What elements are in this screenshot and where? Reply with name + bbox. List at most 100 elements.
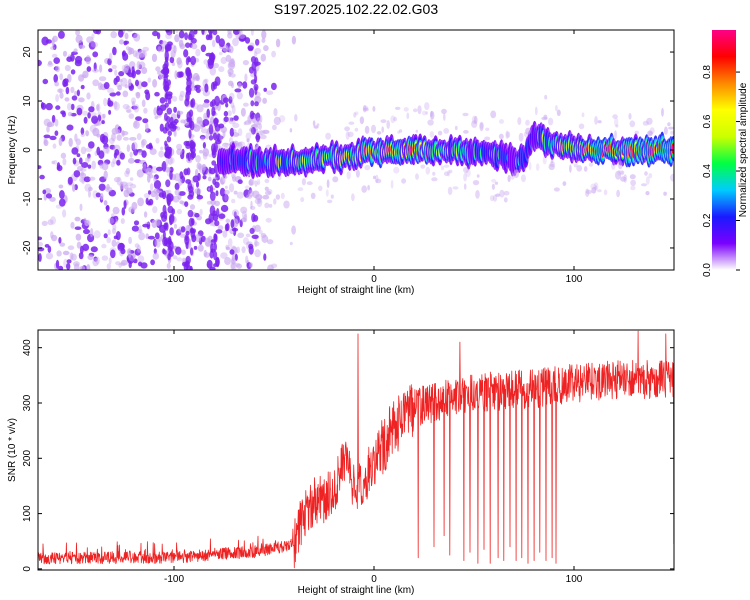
spectrogram-noise-streak (163, 67, 170, 76)
spectrogram-noise-blob (154, 232, 160, 240)
spectrogram-noise-blob (209, 116, 215, 125)
spectrogram-noise-blob (96, 133, 101, 138)
spectrogram-noise-blob (127, 157, 135, 164)
spectrogram-noise-blob (219, 187, 226, 197)
spectrogram-noise-blob (199, 208, 203, 216)
spectrogram-noise-streak (185, 143, 191, 149)
spectrogram-noise-blob (121, 131, 129, 136)
spectrogram-noise-blob (245, 255, 249, 264)
spectrogram-halo-blob (327, 199, 333, 204)
spectrogram-noise-blob (109, 92, 117, 97)
spectrogram-halo-blob (415, 173, 419, 180)
spectrogram-noise-blob (134, 243, 140, 249)
spectrogram-noise-streak (184, 260, 190, 268)
spectrogram-noise-blob (194, 188, 202, 195)
spectrogram-halo-blob (318, 185, 323, 192)
spectrogram-noise-blob (254, 180, 258, 187)
spectrogram-noise-blob (230, 73, 236, 78)
spectrogram-noise-blob (119, 39, 124, 45)
spectrogram-noise-blob (99, 64, 103, 73)
spectrogram-halo-blob (249, 126, 254, 135)
spectrogram-noise-blob (69, 252, 74, 261)
spectrogram-halo-blob (495, 193, 501, 197)
spectrogram-noise-blob (111, 228, 117, 234)
spectrogram-noise-blob (78, 97, 85, 103)
spectrogram-halo-blob (355, 169, 360, 178)
spectrogram-noise-blob (149, 183, 154, 191)
spectrogram-noise-blob (218, 38, 225, 48)
spectrogram-halo-blob (583, 166, 588, 172)
spectrogram-noise-streak (208, 34, 213, 41)
spectrogram-noise-streak (190, 227, 194, 233)
spectrogram-noise-streak (211, 143, 216, 154)
spectrogram-noise-blob (122, 103, 130, 110)
spectrogram-halo-blob (283, 200, 290, 209)
spectrogram-noise-blob (200, 44, 207, 53)
spectrogram-noise-blob (237, 82, 242, 89)
spectrogram-noise-blob (102, 146, 109, 154)
spectrogram-noise-streak (187, 152, 191, 162)
spectrogram-noise-blob (100, 193, 104, 201)
spectrogram-noise-blob (106, 237, 111, 244)
spectrogram-noise-blob (55, 65, 60, 73)
spectrogram-halo-blob (597, 189, 602, 193)
spectrogram-noise-blob (178, 191, 186, 196)
spectrogram-noise-blob (174, 70, 178, 80)
spectrogram-halo-blob (630, 185, 636, 191)
spectrogram-noise-blob (147, 235, 155, 240)
spectrogram-noise-blob (203, 112, 208, 121)
spectrogram-noise-blob (135, 51, 142, 59)
spectrogram-noise-blob (62, 158, 67, 166)
spectrogram-halo-blob (359, 116, 365, 125)
spectrogram-noise-blob (193, 30, 198, 35)
spectrogram-noise-blob (74, 90, 78, 96)
spectrogram-noise-blob (62, 209, 67, 218)
spectrogram-noise-blob (231, 170, 235, 179)
spectrogram-noise-blob (112, 224, 117, 231)
spectrogram-noise-blob (86, 36, 94, 44)
colorbar-scale (712, 30, 736, 270)
spectrogram-noise-streak (164, 102, 169, 108)
spectrogram-noise-streak (211, 99, 216, 107)
spectrogram-noise-blob (110, 249, 116, 259)
spectrogram-noise-blob (137, 197, 145, 207)
spectrogram-noise-blob (158, 150, 165, 158)
spectrogram-noise-blob (121, 207, 126, 216)
spectrogram-noise-streak (248, 245, 254, 255)
spectrogram-halo-blob (585, 188, 590, 197)
spectrogram-noise-blob (173, 130, 177, 138)
spectrogram-noise-blob (88, 106, 95, 113)
spectrogram-noise-streak (186, 167, 191, 176)
spectrogram-noise-blob (51, 37, 55, 47)
spectrogram-noise-blob (106, 183, 110, 191)
spectrogram-noise-blob (206, 200, 212, 205)
spectrogram-noise-streak (186, 78, 192, 89)
spectrogram-noise-blob (236, 263, 242, 269)
spectrogram-noise-blob (101, 255, 109, 261)
spectrogram-noise-blob (254, 238, 258, 248)
spectrogram-noise-blob (101, 162, 109, 171)
spectrogram-halo-blob (548, 163, 555, 171)
spectrogram-noise-blob (73, 170, 81, 178)
spectrogram-noise-blob (96, 146, 101, 156)
spectrogram-noise-blob (38, 253, 42, 262)
spectrogram-noise-streak (187, 33, 193, 41)
spectrogram-halo-blob (603, 189, 608, 196)
spectrogram-noise-blob (41, 36, 49, 46)
spectrogram-noise-blob (72, 184, 76, 192)
spectrogram-noise-streak (213, 242, 217, 252)
spectrogram-noise-blob (243, 237, 249, 245)
spectrogram-noise-blob (120, 218, 125, 224)
spectrogram-noise-blob (118, 71, 125, 77)
spectrogram-noise-blob (78, 44, 86, 49)
snr-x-ticks: -100 0 100 (164, 330, 583, 585)
spectrogram-noise-blob (229, 117, 234, 122)
spectrogram-x-tick-label: -100 (164, 274, 184, 285)
spectrogram-noise-streak (186, 117, 191, 123)
spectrogram-x-axis-label: Height of straight line (km) (298, 285, 415, 296)
spectrogram-noise-blob (136, 244, 141, 253)
spectrogram-noise-blob (227, 238, 233, 247)
snr-x-tick-label: 100 (566, 574, 583, 585)
spectrogram-noise-blob (85, 157, 90, 164)
